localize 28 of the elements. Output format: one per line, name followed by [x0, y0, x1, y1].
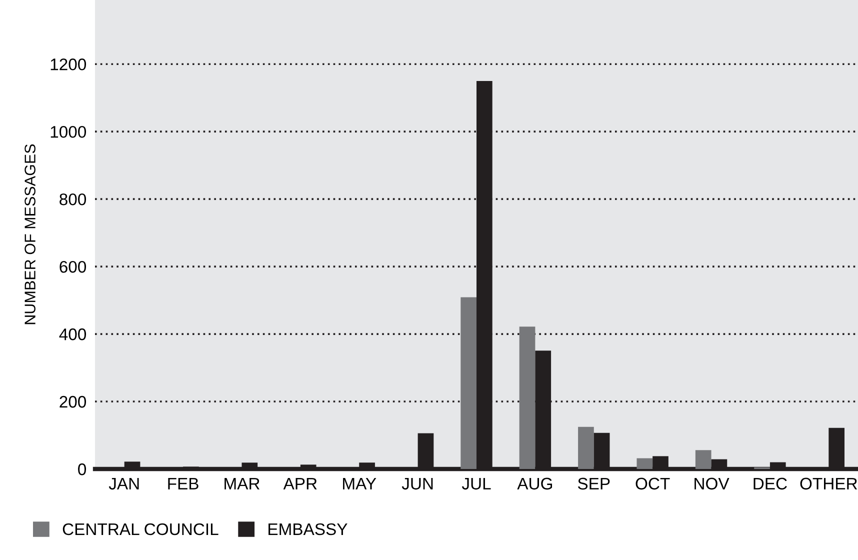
x-tick-label: JUN	[402, 478, 433, 490]
y-tick-label: 0	[78, 463, 86, 476]
bar	[695, 450, 712, 469]
x-tick-label: JUL	[462, 478, 491, 490]
x-tick-label: FEB	[168, 478, 198, 490]
y-tick-label: 600	[60, 260, 86, 273]
x-tick-label: JAN	[108, 478, 139, 490]
x-tick-label: DEC	[754, 478, 787, 490]
y-axis-title: NUMBER OF MESSAGES	[24, 144, 36, 324]
x-tick-label: MAR	[224, 478, 260, 490]
legend-label: CENTRAL COUNCIL	[62, 523, 218, 536]
bar	[578, 426, 594, 469]
y-tick-label: 1000	[50, 126, 86, 138]
bar	[519, 326, 536, 469]
y-tick-label: 800	[60, 193, 86, 206]
x-tick-label: APR	[283, 478, 317, 490]
bar	[636, 458, 653, 469]
x-tick-label: NOV	[694, 478, 730, 490]
y-tick-label: 400	[59, 328, 86, 340]
x-tick-label: SEP	[578, 478, 610, 490]
x-tick-label: MAY	[343, 478, 376, 490]
y-tick-label: 200	[60, 396, 86, 408]
x-tick-label: OTHER	[800, 478, 858, 490]
x-tick-label: OCT	[636, 478, 670, 490]
legend-label: EMBASSY	[268, 523, 348, 536]
y-tick-label: 1200	[50, 58, 86, 70]
bar	[460, 297, 476, 469]
x-tick-label: AUG	[517, 478, 552, 490]
